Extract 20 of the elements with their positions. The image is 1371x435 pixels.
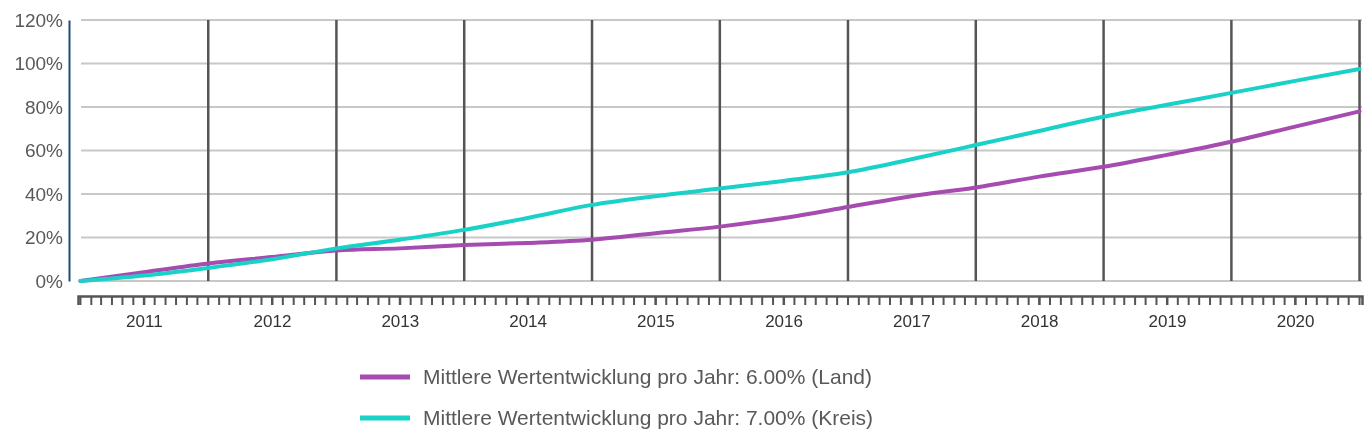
y-tick-label: 80% (24, 96, 64, 118)
legend-label: Mittlere Wertentwicklung pro Jahr: 6.00% (Land) (423, 365, 872, 388)
y-tick-label: 100% (14, 53, 64, 75)
x-tick-label: 2019 (1148, 312, 1187, 332)
legend-label: Mittlere Wertentwicklung pro Jahr: 7.00% (Kreis) (423, 406, 874, 429)
x-tick-label: 2013 (381, 312, 420, 332)
x-tick-label: 2011 (126, 312, 163, 332)
x-tick-label: 2016 (765, 312, 803, 332)
y-tick-label: 20% (24, 227, 64, 249)
x-tick-label: 2014 (509, 312, 548, 332)
x-tick-label: 2020 (1276, 312, 1315, 332)
x-tick-label: 2015 (636, 312, 675, 332)
x-tick-label: 2017 (892, 312, 931, 332)
y-tick-label: 0% (35, 270, 64, 292)
y-tick-label: 40% (24, 183, 64, 205)
x-tick-label: 2018 (1020, 312, 1059, 332)
x-tick-label: 2012 (253, 312, 292, 332)
y-tick-label: 120% (14, 9, 64, 31)
line-series (78, 66, 1362, 283)
y-tick-label: 60% (24, 140, 64, 162)
